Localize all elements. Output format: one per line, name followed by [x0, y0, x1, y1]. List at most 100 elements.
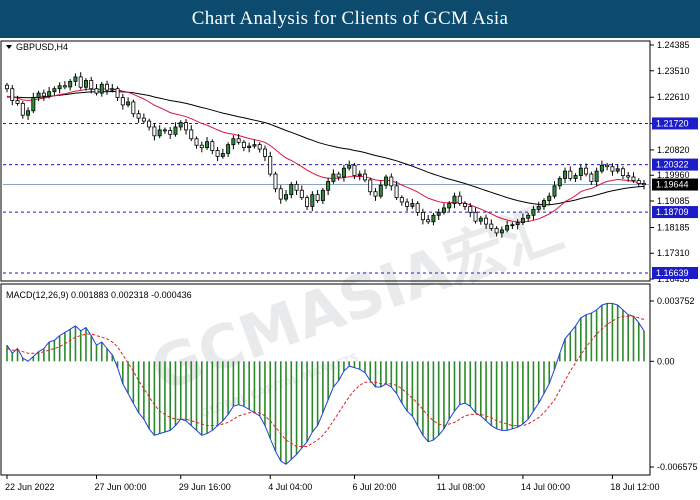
- current-price-tag-label: 1.19644: [656, 180, 689, 190]
- bullish-candle: [247, 145, 252, 148]
- bearish-candle: [199, 144, 204, 148]
- price-axis-tick-label: 1.20820: [657, 145, 690, 155]
- macd-pane: MACD(12,26,9) 0.001883 0.002318 -0.00043…: [0, 283, 698, 476]
- bullish-candle: [73, 76, 78, 82]
- macd-axis-tick-label: 0.00: [657, 356, 675, 366]
- bearish-candle: [463, 203, 467, 207]
- bearish-candle: [94, 88, 99, 94]
- bullish-candle: [541, 200, 546, 207]
- bullish-candle: [52, 88, 57, 93]
- bullish-candle: [526, 214, 531, 219]
- bearish-candle: [636, 180, 641, 184]
- price-pane: GBPUSD,H4 1.243851.235101.226101.217201.…: [0, 40, 698, 284]
- price-axis-tick-label: 1.22610: [657, 92, 690, 102]
- bullish-candle: [447, 203, 452, 209]
- bullish-candle: [331, 173, 336, 182]
- symbol-label: GBPUSD,H4: [16, 42, 68, 52]
- bearish-candle: [352, 164, 357, 176]
- bullish-candle: [357, 173, 362, 176]
- macd-axis-tick-label: -0.006575: [657, 462, 698, 472]
- bullish-candle: [326, 181, 331, 191]
- bullish-candle: [83, 80, 88, 88]
- chart-area: GCMASIA宏汇 GLOBAL CAPITAL MARKETS GBPUSD,…: [0, 38, 700, 500]
- bullish-candle: [410, 203, 415, 207]
- bearish-candle: [210, 141, 215, 151]
- macd-pane-frame: [0, 283, 651, 476]
- bullish-candle: [578, 167, 583, 176]
- bullish-candle: [289, 183, 294, 196]
- bullish-candle: [573, 175, 578, 179]
- time-axis: 22 Jun 2022 27 Jun 00:00 29 Jun 16:00 4 Jul…: [5, 475, 659, 492]
- time-axis-tick-label: 4 Jul 04:00: [268, 482, 312, 492]
- bullish-candle: [57, 85, 62, 90]
- bearish-candle: [215, 150, 220, 157]
- bullish-candle: [341, 167, 346, 178]
- time-axis-tick-label: 18 Jul 12:00: [610, 482, 659, 492]
- level-tag-label: 1.21720: [656, 118, 689, 128]
- bearish-candle: [168, 130, 173, 135]
- bearish-candle: [605, 164, 610, 168]
- bearish-candle: [315, 194, 320, 201]
- bearish-candle: [373, 191, 378, 197]
- bullish-candle: [505, 225, 510, 231]
- bearish-candle: [405, 201, 410, 207]
- bearish-candle: [105, 83, 110, 91]
- bullish-candle: [310, 194, 315, 207]
- bullish-candle: [99, 83, 104, 94]
- bullish-candle: [378, 184, 383, 197]
- slow-moving-average-line: [7, 90, 645, 206]
- bullish-candle: [431, 214, 436, 223]
- macd-label: MACD(12,26,9) 0.001883 0.002318 -0.00043…: [6, 290, 192, 300]
- bullish-candle: [515, 222, 520, 226]
- bearish-candle: [363, 173, 367, 181]
- chart-title: Chart Analysis for Clients of GCM Asia: [191, 8, 509, 29]
- bullish-candle: [231, 138, 236, 146]
- bullish-candle: [499, 229, 504, 234]
- candlesticks: [5, 72, 646, 238]
- bearish-candle: [426, 219, 431, 223]
- price-pane-frame: [0, 40, 651, 282]
- level-tag-box: [652, 158, 698, 171]
- price-axis-tick-label: 1.17310: [657, 248, 690, 258]
- bullish-candle: [615, 168, 620, 172]
- bearish-candle: [494, 228, 499, 234]
- bullish-candle: [320, 189, 325, 201]
- time-axis-tick-label: 27 Jun 00:00: [94, 482, 146, 492]
- bullish-candle: [157, 129, 162, 137]
- level-tag-label: 1.20322: [656, 160, 689, 170]
- bearish-candle: [415, 203, 420, 213]
- bearish-candle: [468, 206, 473, 213]
- bearish-candle: [268, 156, 273, 175]
- bullish-candle: [557, 178, 562, 187]
- bullish-candle: [126, 101, 131, 106]
- bullish-candle: [173, 126, 178, 135]
- price-level-tags: 1.21720 1.20322 1.18709 1.16639 1.19644: [652, 117, 698, 279]
- bullish-candle: [547, 195, 552, 201]
- bearish-candle: [484, 217, 489, 225]
- bearish-candle: [120, 97, 125, 106]
- bullish-candle: [47, 91, 52, 97]
- bearish-candle: [273, 173, 278, 190]
- bullish-candle: [563, 170, 568, 179]
- bullish-candle: [536, 206, 541, 210]
- bearish-candle: [489, 223, 494, 229]
- bearish-candle: [257, 144, 262, 150]
- bearish-candle: [20, 103, 25, 116]
- time-axis-tick-label: 14 Jul 00:00: [521, 482, 570, 492]
- level-tag-box: [652, 117, 698, 130]
- bearish-candle: [241, 141, 246, 148]
- bearish-candle: [278, 188, 283, 200]
- bearish-candle: [457, 195, 462, 204]
- time-axis-tick-label: 22 Jun 2022: [5, 482, 55, 492]
- bearish-candle: [189, 129, 194, 140]
- bullish-candle: [531, 208, 536, 216]
- bearish-candle: [336, 173, 341, 178]
- symbol-dropdown-icon[interactable]: [6, 45, 12, 49]
- macd-histogram: [6, 303, 645, 465]
- bearish-candle: [162, 129, 167, 132]
- bullish-candle: [31, 97, 36, 112]
- price-axis-tick-label: 1.18185: [657, 222, 690, 232]
- macd-lines: [6, 302, 645, 465]
- bullish-candle: [599, 164, 604, 172]
- bearish-candle: [10, 88, 15, 101]
